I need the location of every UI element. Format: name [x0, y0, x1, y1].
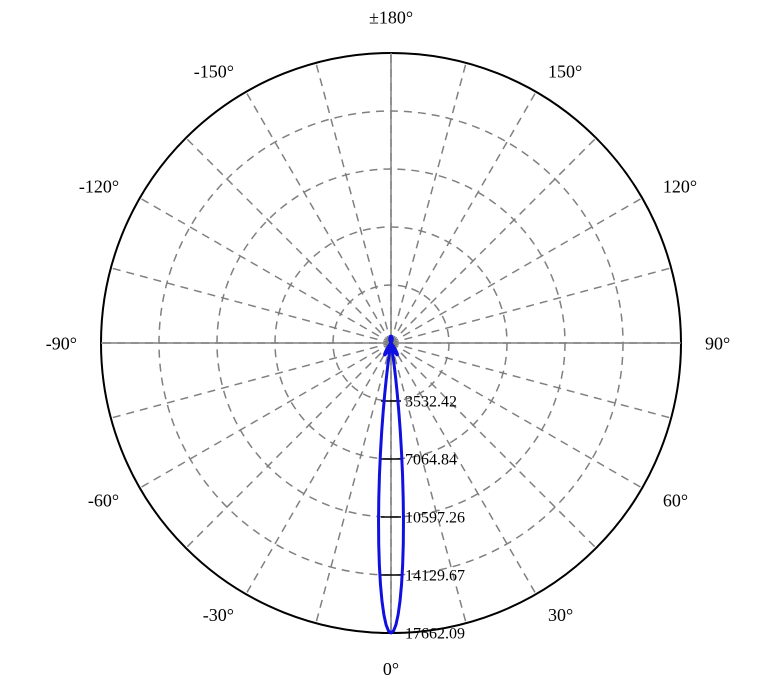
radial-tick-label: 3532.42: [405, 394, 457, 411]
polar-chart: ±180° -150° -120° -90° -60° -30° 0° 30° 60° 90° 12…: [0, 0, 783, 685]
angle-label: -30°: [203, 605, 234, 625]
angle-label: 60°: [663, 490, 688, 510]
radial-tick-label: 17662.09: [405, 626, 465, 643]
angle-label: 30°: [548, 605, 573, 625]
angle-label: 0°: [383, 659, 399, 679]
angle-label: ±180°: [369, 8, 413, 28]
angle-label: -150°: [194, 61, 234, 81]
radial-tick-label: 10597.26: [405, 510, 465, 527]
angle-label: -90°: [46, 333, 77, 353]
radial-tick-label: 14129.67: [405, 568, 465, 585]
angle-label: 90°: [705, 333, 730, 353]
radial-tick-label: 7064.84: [405, 452, 457, 469]
angle-label: 150°: [548, 61, 582, 81]
angle-label: -60°: [88, 490, 119, 510]
angle-label: -120°: [79, 176, 119, 196]
angle-label: 120°: [663, 176, 697, 196]
